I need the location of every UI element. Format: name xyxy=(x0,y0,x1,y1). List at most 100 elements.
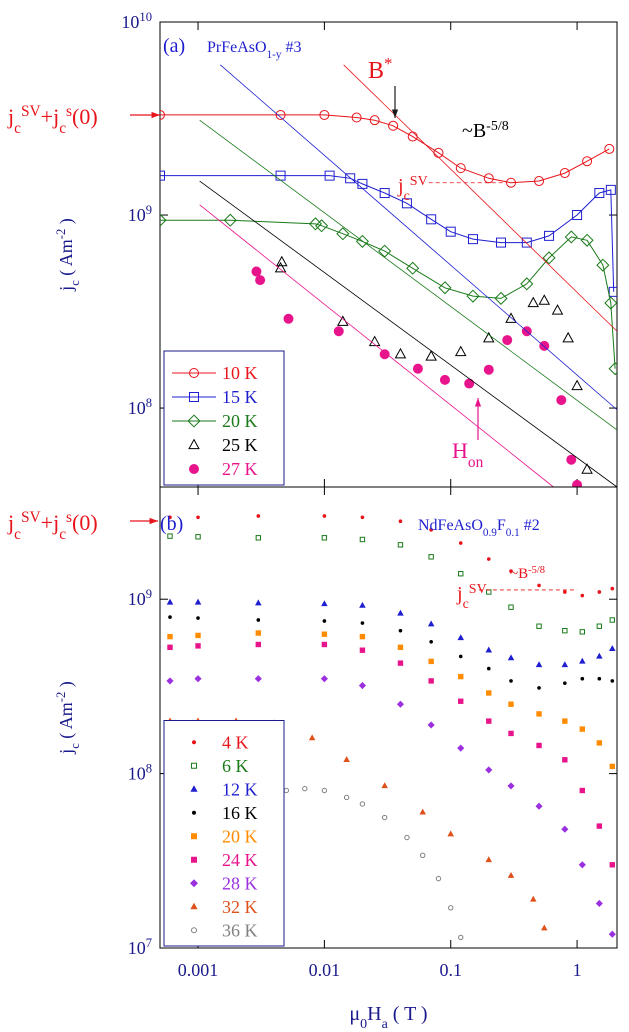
marker xyxy=(580,233,594,247)
marker xyxy=(160,170,165,181)
marker xyxy=(609,862,615,868)
x-tick-label: 1 xyxy=(573,960,582,980)
legend-label: 32 K xyxy=(222,897,258,917)
marker xyxy=(508,701,514,707)
marker xyxy=(359,801,366,807)
text-part: 10 xyxy=(128,205,146,225)
plot-area xyxy=(160,109,617,487)
marker xyxy=(597,590,602,594)
marker xyxy=(397,644,404,650)
marker xyxy=(425,350,437,361)
text-part: ) xyxy=(56,218,77,229)
marker xyxy=(608,930,616,938)
y-tick-label: 1010 xyxy=(121,10,152,32)
marker xyxy=(315,219,329,233)
annotation: NdFeAsO0.9F0.1 #2 xyxy=(418,517,540,539)
marker xyxy=(429,527,433,532)
marker xyxy=(438,281,452,295)
annotation: B* xyxy=(368,54,392,85)
marker xyxy=(322,514,327,518)
marker xyxy=(445,226,456,237)
text-part: s xyxy=(66,509,72,526)
marker xyxy=(536,623,542,629)
marker xyxy=(255,630,262,636)
marker xyxy=(486,557,491,561)
marker xyxy=(321,600,328,607)
legend-label: 36 K xyxy=(222,920,258,940)
marker xyxy=(562,757,568,763)
marker xyxy=(428,554,434,560)
text-part: 10 xyxy=(128,398,146,418)
text-part: c xyxy=(59,120,66,137)
text-part: j xyxy=(56,286,76,292)
marker xyxy=(398,628,403,633)
marker xyxy=(321,641,328,648)
text-part: j xyxy=(397,175,404,197)
marker xyxy=(381,814,388,821)
marker xyxy=(563,681,567,686)
marker xyxy=(541,924,548,931)
marker xyxy=(458,571,464,577)
marker xyxy=(427,620,435,627)
legend-label: 15 K xyxy=(222,387,258,407)
marker xyxy=(166,598,174,605)
marker xyxy=(509,679,513,683)
marker xyxy=(596,623,603,629)
series-line xyxy=(160,114,610,184)
y-tick-label: 107 xyxy=(128,936,152,958)
marker xyxy=(406,261,420,275)
text-part: 8 xyxy=(146,396,152,410)
text-part: H xyxy=(367,1003,381,1025)
marker xyxy=(538,294,551,305)
legend-label: 10 K xyxy=(222,363,258,383)
marker xyxy=(537,583,541,588)
marker xyxy=(343,756,350,763)
marker xyxy=(508,604,514,610)
marker xyxy=(610,679,615,683)
marker xyxy=(254,675,262,683)
legend-marker xyxy=(189,392,199,402)
marker xyxy=(507,782,515,790)
marker xyxy=(509,569,513,573)
marker xyxy=(381,782,388,789)
annotation: jcSV+jcs(0) xyxy=(7,103,98,137)
marker xyxy=(359,633,366,640)
legend-label: 25 K xyxy=(222,435,258,455)
text-part: ~B xyxy=(462,120,486,142)
marker xyxy=(486,718,492,724)
marker xyxy=(579,629,586,635)
marker xyxy=(458,673,464,680)
text-part: SV xyxy=(21,103,41,120)
marker xyxy=(168,515,172,520)
plot-area xyxy=(166,514,616,941)
marker xyxy=(562,718,568,724)
marker xyxy=(358,681,366,690)
annotation: ~B-5/8 xyxy=(462,119,509,143)
marker xyxy=(580,676,585,681)
text-part: 10 xyxy=(139,10,152,24)
marker xyxy=(426,214,437,225)
marker xyxy=(369,115,380,126)
text-part: -2 xyxy=(54,692,68,703)
text-part: (a) xyxy=(163,35,185,57)
legend-marker xyxy=(190,879,198,888)
marker xyxy=(429,639,433,644)
marker xyxy=(458,698,464,704)
arrow-head xyxy=(474,398,482,407)
annotation: (a) xyxy=(163,35,185,57)
text-part: c xyxy=(404,189,410,204)
marker xyxy=(397,542,404,548)
y-tick-label: 109 xyxy=(128,587,152,609)
marker xyxy=(482,331,495,343)
text-part: on xyxy=(468,454,484,471)
marker xyxy=(609,645,616,652)
marker xyxy=(283,313,294,324)
marker xyxy=(596,740,603,746)
legend-label: 24 K xyxy=(222,850,258,870)
marker xyxy=(223,213,237,227)
plot-frame xyxy=(159,486,618,949)
marker xyxy=(194,598,202,605)
marker xyxy=(321,787,328,794)
marker xyxy=(536,742,542,749)
marker xyxy=(579,657,586,664)
